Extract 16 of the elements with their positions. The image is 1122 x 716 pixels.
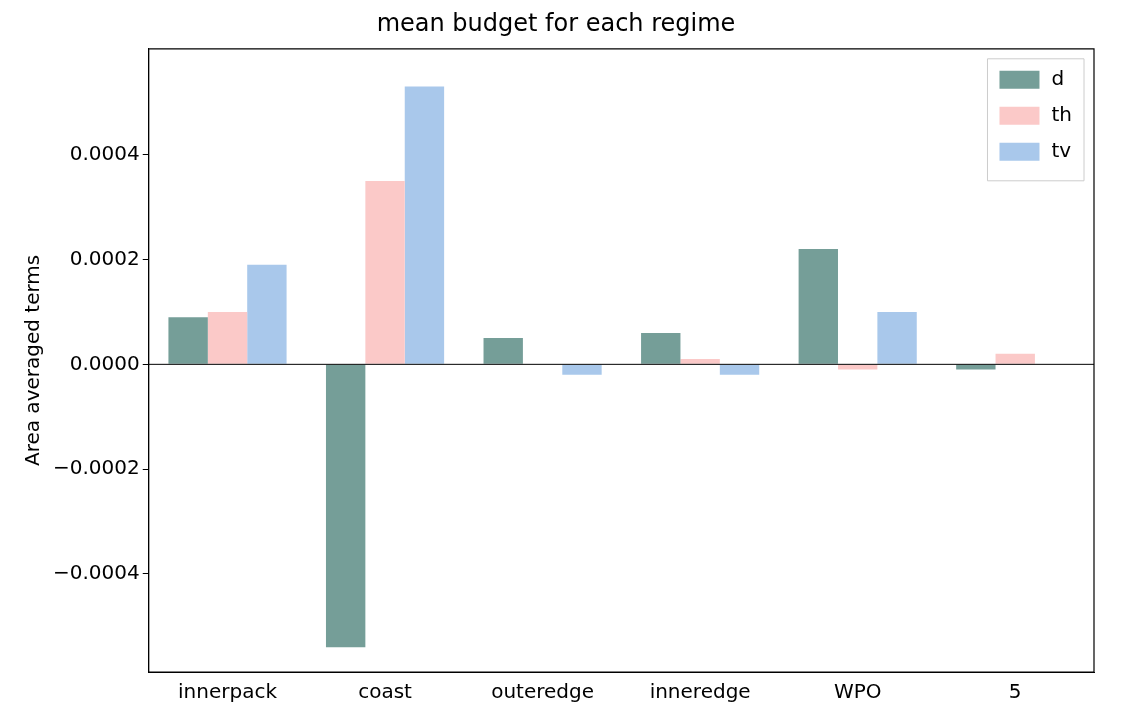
x-tick-label: WPO bbox=[833, 679, 882, 704]
y-tick-label: 0.0000 bbox=[69, 350, 140, 375]
x-tick-label: inneredge bbox=[649, 679, 751, 704]
chart-title: mean budget for each regime bbox=[376, 8, 736, 37]
legend-label: th bbox=[1051, 102, 1073, 126]
x-tick-label: innerpack bbox=[178, 679, 278, 704]
y-axis-title: Area averaged terms bbox=[20, 254, 45, 467]
y-tick-label: −0.0002 bbox=[52, 455, 140, 480]
x-tick-label: coast bbox=[358, 679, 413, 704]
x-tick-label: outeredge bbox=[491, 679, 595, 704]
legend-label: tv bbox=[1051, 138, 1072, 162]
x-tick-label: 5 bbox=[1008, 679, 1022, 704]
legend-label: d bbox=[1051, 66, 1065, 90]
y-tick-label: 0.0002 bbox=[69, 245, 140, 270]
y-tick-label: 0.0004 bbox=[69, 140, 140, 165]
y-tick-label: −0.0004 bbox=[52, 560, 140, 585]
